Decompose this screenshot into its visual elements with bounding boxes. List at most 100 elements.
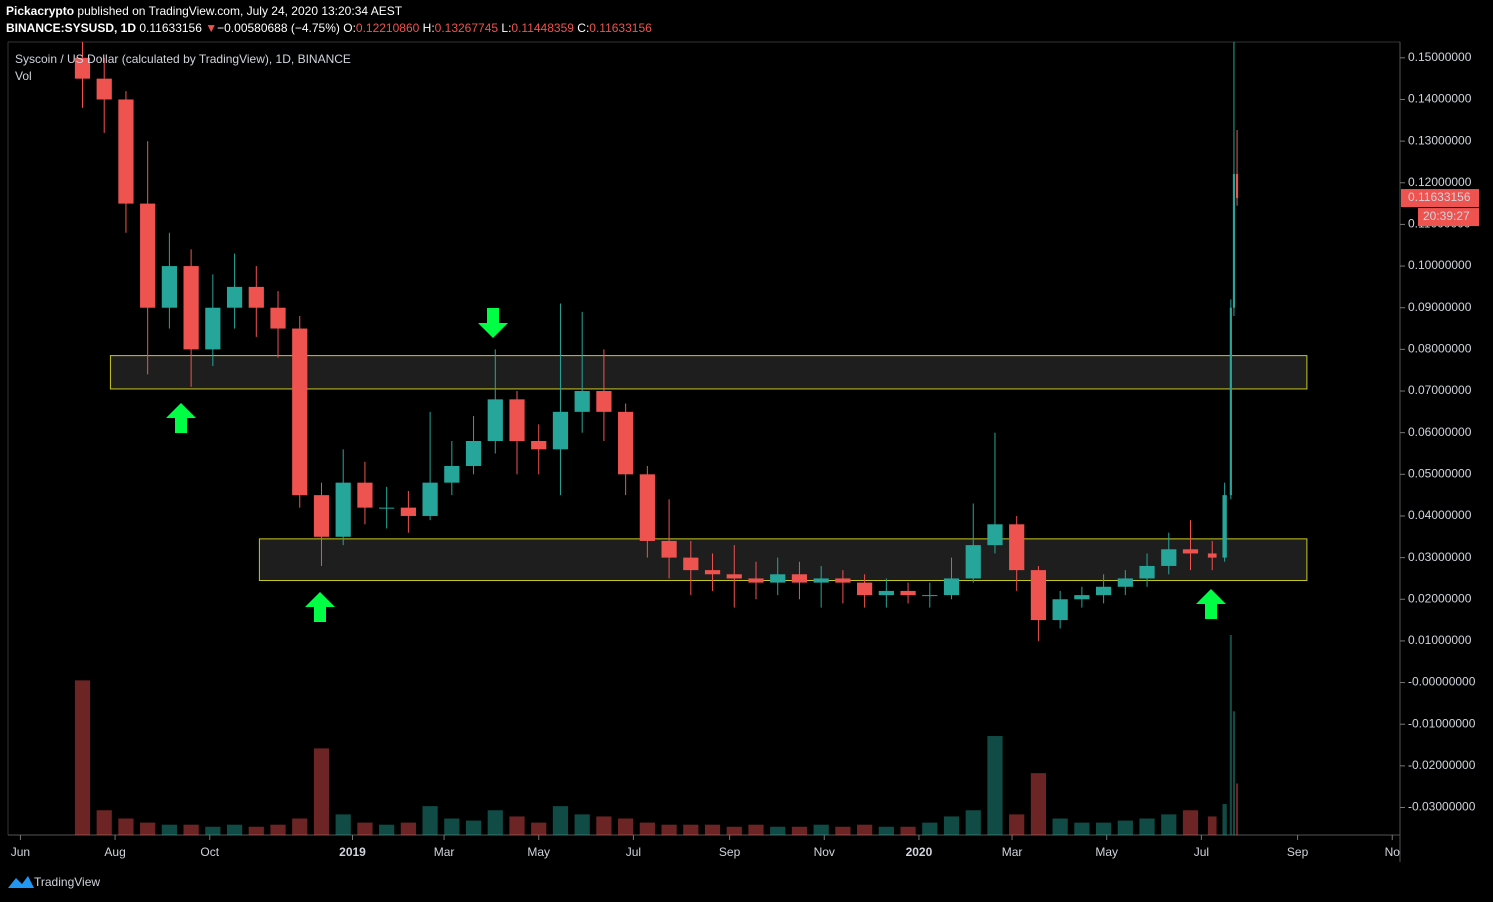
price-label: 0.11633156 xyxy=(1408,190,1471,204)
x-tick-label: Jul xyxy=(626,845,641,859)
x-tick-label: Jun xyxy=(11,845,30,859)
ohlc-label: O: xyxy=(343,21,356,35)
candle-body xyxy=(1139,565,1155,579)
candle-body xyxy=(748,578,764,583)
candle-body xyxy=(1161,549,1177,566)
publish-line: Pickacrypto published on TradingView.com… xyxy=(6,4,403,18)
volume-bar xyxy=(748,824,764,835)
x-tick-label: Oct xyxy=(200,845,219,859)
candle-body xyxy=(704,570,721,575)
candle-body xyxy=(292,328,308,496)
volume-bar xyxy=(704,824,721,835)
candle-body xyxy=(965,545,981,579)
candle-body xyxy=(422,482,438,516)
candle-body xyxy=(487,399,503,441)
candle-body xyxy=(161,266,177,308)
x-tick-label: Mar xyxy=(434,845,455,859)
volume-bar xyxy=(248,826,264,835)
volume-bar xyxy=(1117,820,1133,835)
volume-bar xyxy=(465,820,482,835)
volume-bar xyxy=(292,818,308,835)
volume-bar xyxy=(552,806,569,835)
symbol-line: BINANCE:SYSUSD, 1D 0.11633156 ▼−0.005806… xyxy=(6,21,652,35)
candle-body xyxy=(813,578,829,583)
volume-bar xyxy=(357,822,373,835)
volume-bar xyxy=(96,810,112,835)
y-tick-label: 0.04000000 xyxy=(1408,508,1472,522)
volume-bar xyxy=(1095,822,1112,835)
volume-bar xyxy=(965,810,981,835)
candle-body xyxy=(1117,578,1133,587)
ohlc-value: 0.11633156 xyxy=(589,21,652,35)
volume-bar xyxy=(531,822,547,835)
candle-body xyxy=(509,399,525,441)
candle-body xyxy=(1095,586,1112,596)
candle-body xyxy=(1009,524,1025,571)
ohlc-value: 0.12210860 xyxy=(356,21,420,35)
y-tick-label: 0.13000000 xyxy=(1408,133,1472,147)
candle-body xyxy=(226,286,243,308)
candle-body xyxy=(1182,549,1199,554)
candle-body xyxy=(1235,174,1239,199)
candle-body xyxy=(835,578,851,583)
countdown-box xyxy=(1418,208,1479,227)
y-tick-label: 0.10000000 xyxy=(1408,258,1472,272)
y-tick-label: 0.09000000 xyxy=(1408,300,1472,314)
candle-body xyxy=(1232,174,1236,308)
volume-bar xyxy=(791,826,808,835)
candle-body xyxy=(248,286,264,308)
candle-body xyxy=(726,574,742,579)
volume-bar xyxy=(1161,814,1177,835)
volume-label: Vol xyxy=(15,69,32,83)
candle-body xyxy=(1222,495,1227,558)
candle-body xyxy=(770,574,786,583)
up-arrow xyxy=(1196,589,1226,619)
candle-body xyxy=(313,495,330,537)
x-tick-label: Aug xyxy=(104,845,125,859)
support-zone xyxy=(109,355,1308,390)
up-arrow xyxy=(305,592,335,622)
brand-logo xyxy=(8,876,34,888)
candle-body xyxy=(922,595,938,597)
logo xyxy=(8,876,34,888)
candle-body xyxy=(183,266,199,350)
volume-bar xyxy=(1009,814,1025,835)
candle-body xyxy=(1229,307,1232,496)
candle-body xyxy=(683,557,699,571)
candle-body xyxy=(1052,599,1068,621)
candle-body xyxy=(444,465,460,483)
candle-body xyxy=(791,574,808,583)
volume-bar xyxy=(770,826,786,835)
volume-bar xyxy=(509,816,525,835)
volume-bar xyxy=(1052,818,1068,835)
candle-body xyxy=(596,391,612,412)
volume-bar xyxy=(1207,816,1217,835)
volume-bar xyxy=(422,806,438,835)
arrows xyxy=(166,308,1226,622)
x-tick-label: No xyxy=(1385,845,1401,859)
x-tick-label: May xyxy=(527,845,550,859)
x-tick-label: Sep xyxy=(719,845,741,859)
y-tick-label: 0.05000000 xyxy=(1408,466,1472,480)
volume-bar xyxy=(1182,810,1199,835)
y-tick-label: 0.06000000 xyxy=(1408,425,1472,439)
candle-body xyxy=(205,307,221,350)
candle-body xyxy=(574,391,590,412)
volume-bar xyxy=(183,824,199,835)
brand: TradingView xyxy=(34,875,100,889)
volume-bar xyxy=(878,826,894,835)
candle-body xyxy=(900,590,916,596)
volume-bar xyxy=(596,816,612,835)
x-tick-label: 2020 xyxy=(906,845,933,859)
volume-bar xyxy=(226,824,243,835)
chart-title: Syscoin / US Dollar (calculated by Tradi… xyxy=(15,52,351,66)
volume-bar xyxy=(1235,783,1239,835)
x-tick-label: Sep xyxy=(1287,845,1309,859)
volume-bar xyxy=(726,826,742,835)
volume-bar xyxy=(140,822,156,835)
candle-body xyxy=(857,582,873,596)
volume-bar xyxy=(74,680,91,835)
volume-bar xyxy=(661,824,677,835)
symbol: BINANCE:SYSUSD, 1D xyxy=(6,21,136,35)
